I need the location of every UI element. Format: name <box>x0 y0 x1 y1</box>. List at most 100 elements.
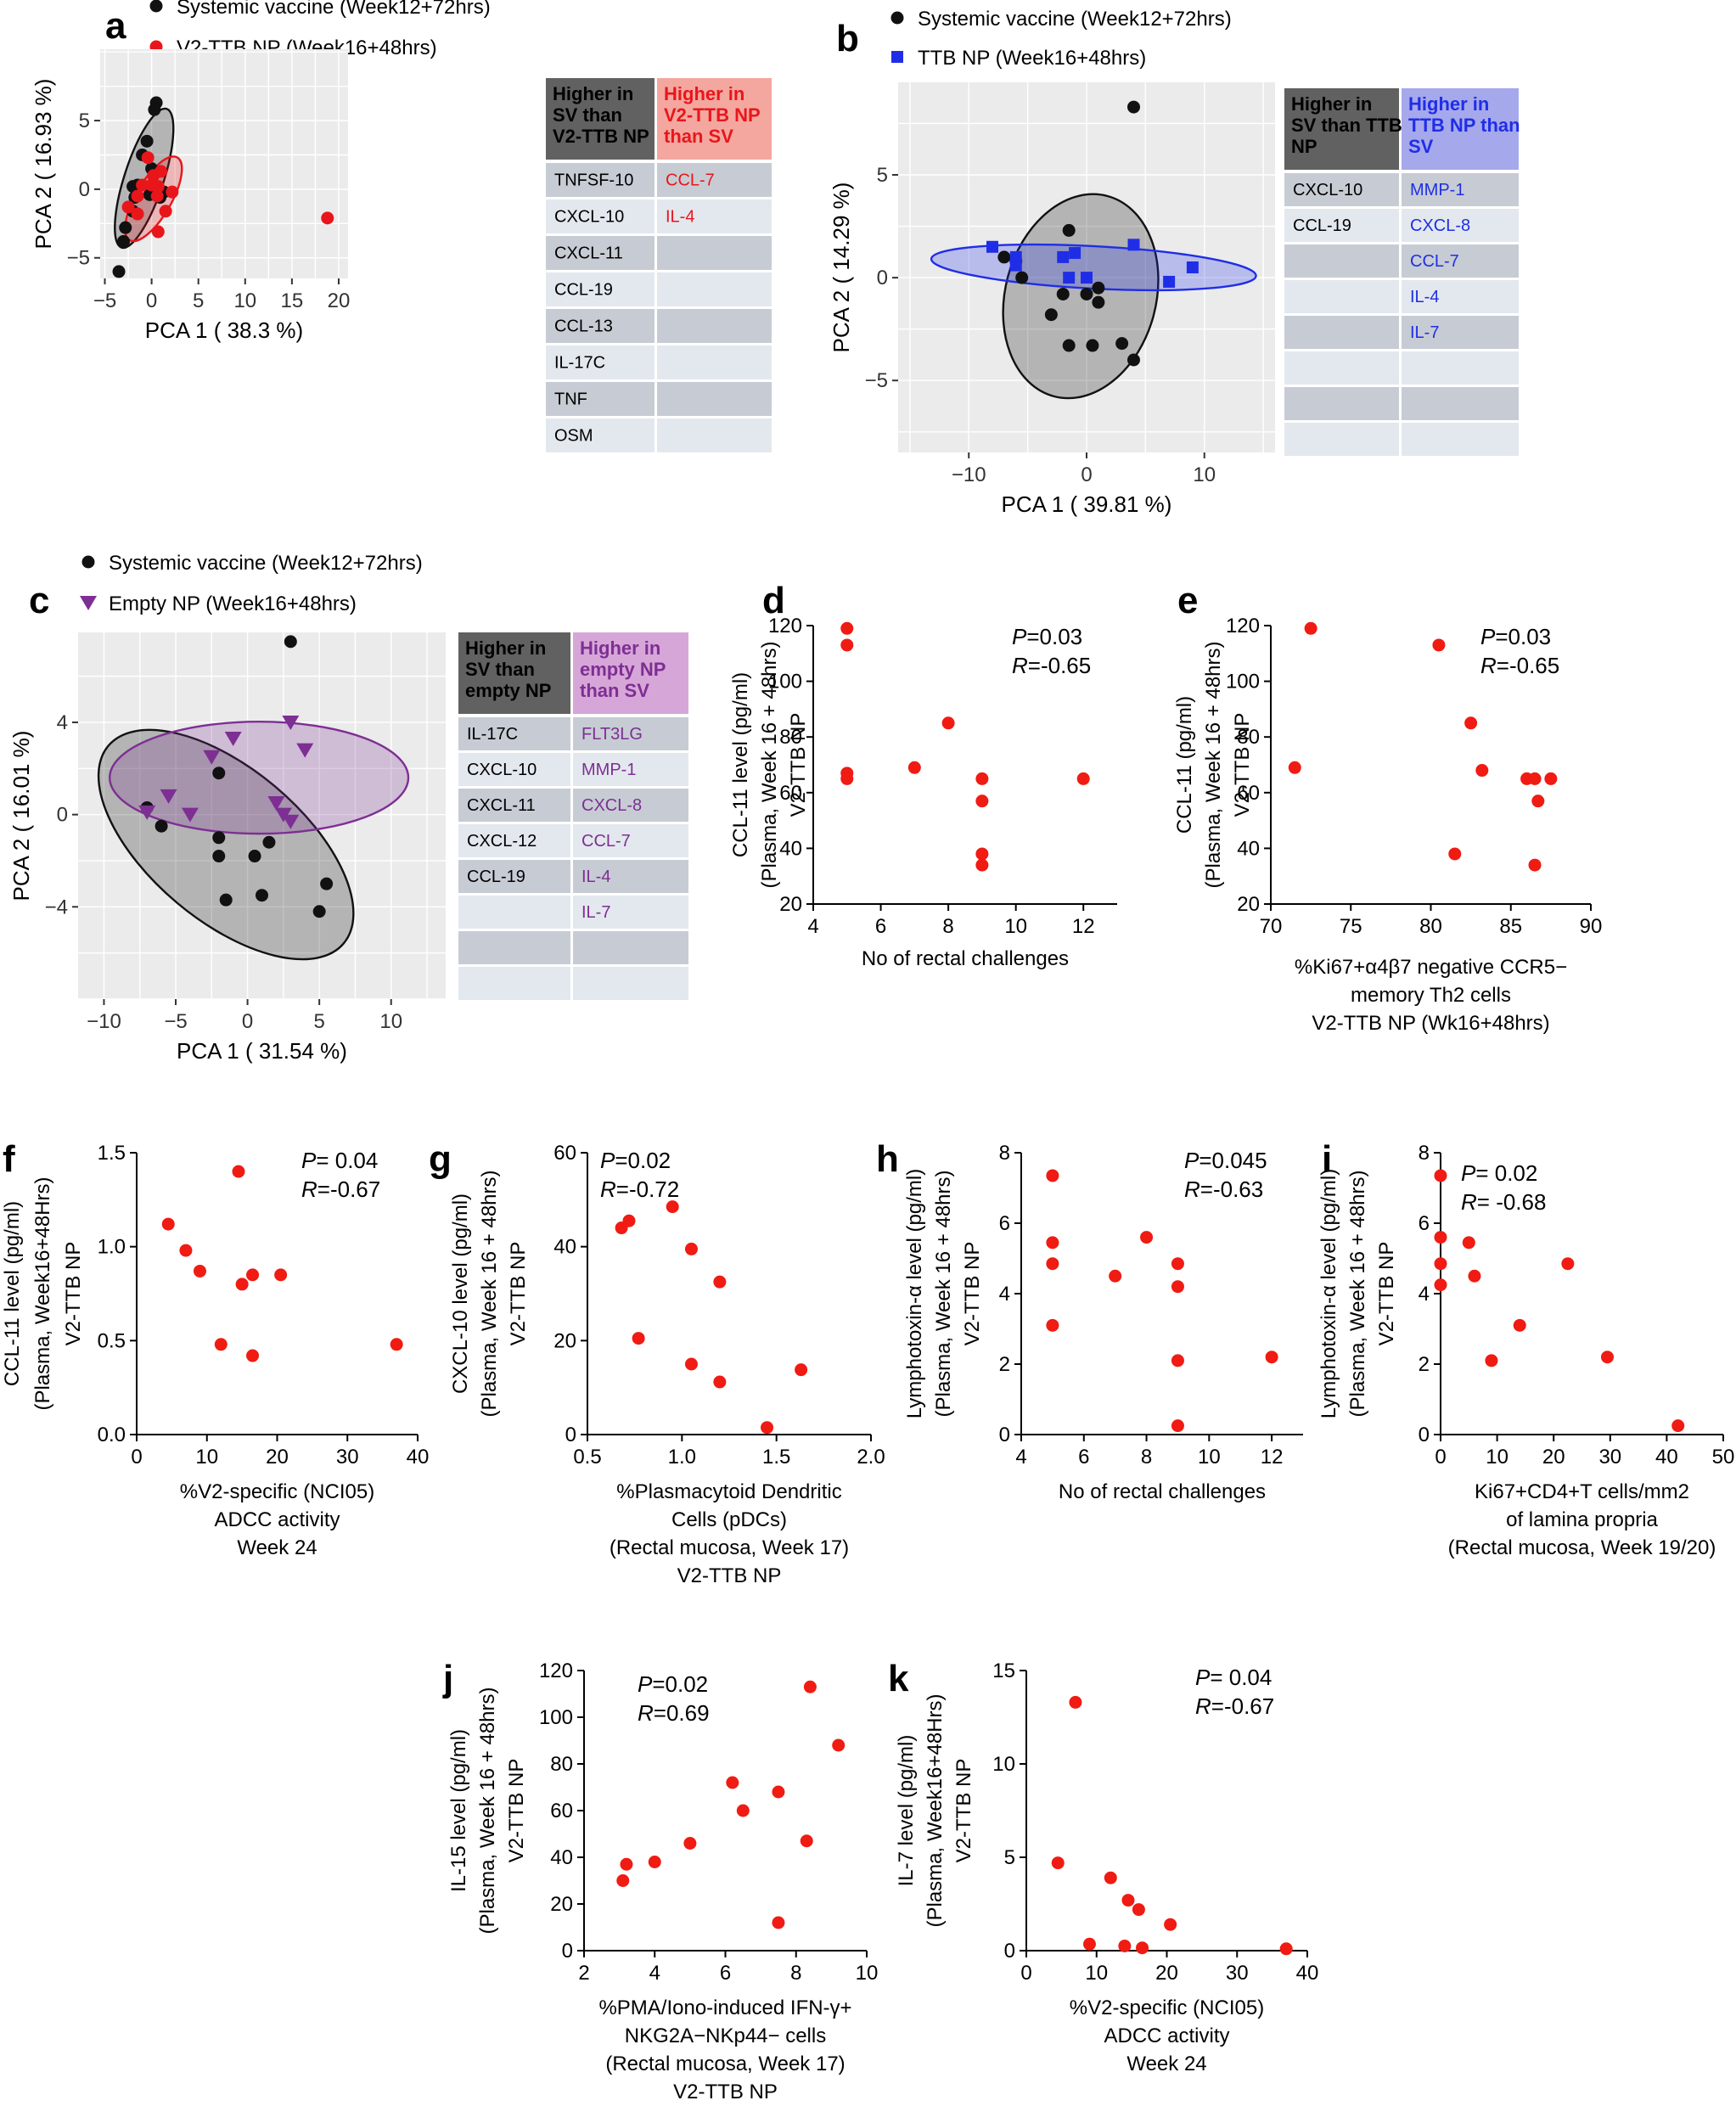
data-point <box>131 189 144 203</box>
table-cell <box>1284 387 1399 420</box>
table-header-cell <box>1284 88 1399 170</box>
legend-marker <box>890 11 904 25</box>
y-tick-label: 0.5 <box>98 1329 126 1352</box>
legend-label: Systemic vaccine (Week12+72hrs) <box>918 8 1232 31</box>
table-cell-label: CCL-19 <box>1293 216 1351 235</box>
x-tick-label: 10 <box>233 289 256 312</box>
stat-label: P= 0.02 <box>1461 1160 1537 1186</box>
data-point <box>1171 1280 1184 1294</box>
x-tick-label: 85 <box>1499 915 1522 938</box>
data-layer <box>930 100 1257 400</box>
stat-letter: R <box>638 1700 654 1726</box>
data-point <box>1082 1937 1096 1951</box>
data-point <box>149 96 163 110</box>
stat-label: P=0.02 <box>600 1148 671 1173</box>
y-axis-title-line: IL-15 level (pg/ml) <box>447 1729 470 1892</box>
data-point <box>214 1338 228 1351</box>
data-point <box>975 847 989 861</box>
y-tick-label: 60 <box>553 1142 576 1165</box>
x-axis-title-line: (Rectal mucosa, Week 17) <box>605 2053 845 2075</box>
x-tick-label: 2.0 <box>857 1446 885 1469</box>
y-tick-label: 120 <box>539 1660 573 1682</box>
data-point <box>1080 287 1093 300</box>
data-point <box>622 1214 636 1227</box>
data-point <box>119 221 132 234</box>
x-axis-title-line: ADCC activity <box>214 1508 340 1531</box>
scatter-panel-h: 0 2 4 6 8 4 6 8 10 12 P=0.045 R=-0.63 Lymphotoxin-α … <box>903 1142 1303 1503</box>
x-axis-title-line: No of rectal challenges <box>1059 1480 1266 1503</box>
panel-letter-j: j <box>442 1658 453 1699</box>
table-header-label: Higher in V2-TTB NP than SV <box>664 83 761 147</box>
x-tick-label: 40 <box>1296 1962 1319 1985</box>
data-point <box>274 1268 288 1282</box>
data-point <box>151 180 165 194</box>
x-tick-label: 8 <box>1141 1446 1152 1469</box>
stat-letter: P <box>1184 1148 1199 1173</box>
data-point <box>1561 1257 1575 1271</box>
y-tick-label: 2 <box>1419 1353 1430 1376</box>
gridlines <box>898 82 1275 452</box>
y-tick-label: 0 <box>877 267 888 289</box>
x-axis-title-line: %Plasmacytoid Dendritic <box>616 1480 841 1503</box>
x-tick-label: 4 <box>807 915 818 938</box>
y-axis-title-line: (Plasma, Week 16 + 48hrs) <box>932 1170 955 1417</box>
table-cell <box>573 789 688 822</box>
data-point <box>713 1275 727 1289</box>
legend-label: TTB NP (Week16+48hrs) <box>918 47 1146 70</box>
table-cell <box>657 309 772 343</box>
data-point <box>154 819 168 833</box>
table-cell <box>1284 316 1399 349</box>
x-axis-title-line: Ki67+CD4+T cells/mm2 <box>1475 1480 1689 1503</box>
data-point <box>1063 272 1076 284</box>
x-tick-label: 50 <box>1712 1446 1735 1469</box>
table-cell-label: TNFSF-10 <box>554 171 633 190</box>
data-point <box>246 1349 260 1362</box>
data-point <box>1076 772 1090 785</box>
table-cell-label: IL-17C <box>467 725 518 744</box>
x-tick-label: 40 <box>1655 1446 1678 1469</box>
x-tick-label: 1.0 <box>668 1446 696 1469</box>
table-cell <box>546 418 655 452</box>
data-point <box>248 850 261 863</box>
x-axis-title-line: (Rectal mucosa, Week 17) <box>610 1536 849 1559</box>
table-cell <box>546 199 655 233</box>
table-cell <box>657 163 772 197</box>
table-cell-label: OSM <box>554 427 593 446</box>
data-point <box>684 1357 698 1371</box>
panel-letter-h: h <box>876 1138 899 1180</box>
stat-value: = 0.04 <box>1210 1665 1272 1690</box>
data-point <box>131 207 144 221</box>
data-point <box>772 1916 785 1929</box>
x-tick-label: 5 <box>313 1010 324 1033</box>
stat-label: R=-0.63 <box>1184 1177 1263 1202</box>
stat-value: = 0.02 <box>1475 1160 1537 1186</box>
table-cell <box>657 382 772 416</box>
table-header-label: Higher in TTB NP than SV <box>1408 93 1520 157</box>
data-point <box>1046 1257 1059 1271</box>
data-point <box>1057 250 1070 263</box>
stat-label: P= 0.04 <box>1195 1665 1272 1690</box>
table-cell-label: CCL-7 <box>666 171 715 190</box>
stat-letter: R <box>600 1177 616 1202</box>
y-tick-label: 5 <box>1004 1846 1015 1869</box>
y-axis-title-line: V2-TTB NP <box>505 1759 528 1863</box>
stat-letter: P <box>1461 1160 1476 1186</box>
data-point <box>219 893 233 907</box>
x-tick-label: 40 <box>407 1446 430 1469</box>
stat-value: =0.03 <box>1026 624 1082 649</box>
header-line: V2-TTB NP <box>664 104 761 126</box>
y-tick-label: 0 <box>565 1424 576 1446</box>
data-point <box>232 1165 245 1178</box>
x-axis-title-line: V2-TTB NP <box>677 1564 782 1587</box>
data-point <box>1600 1351 1614 1364</box>
data-point <box>320 877 334 890</box>
table-cell <box>458 824 570 857</box>
data-point <box>282 814 300 829</box>
data-point <box>1462 1236 1475 1250</box>
data-point <box>832 1738 846 1752</box>
data-point <box>683 1837 697 1850</box>
data-point <box>1115 337 1129 351</box>
table-header-cell <box>1402 88 1519 170</box>
data-point <box>800 1834 813 1848</box>
